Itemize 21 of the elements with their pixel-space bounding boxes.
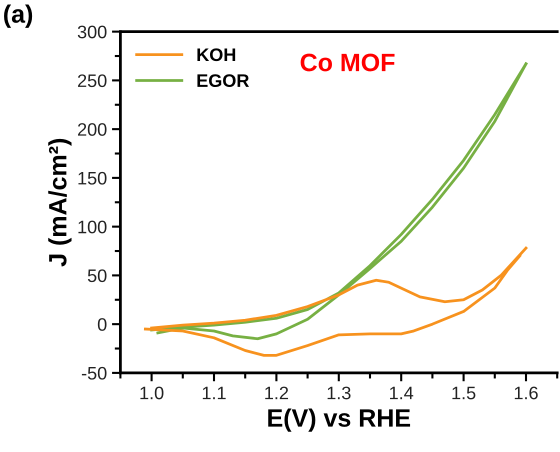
- y-axis-title: J (mA/cm²): [48, 138, 72, 266]
- x-tick-label: 1.5: [452, 386, 476, 400]
- x-axis-title: E(V) vs RHE: [268, 408, 410, 432]
- legend-label: KOH: [197, 48, 236, 62]
- x-tick-label: 1.4: [390, 386, 414, 400]
- y-tick-label: 300: [78, 26, 106, 38]
- y-tick-label: 200: [78, 123, 106, 136]
- x-tick-label: 1.2: [265, 386, 288, 400]
- x-tick-label: 1.3: [328, 386, 351, 400]
- y-tick-label: 50: [88, 269, 106, 282]
- text: Co MOF: [300, 54, 395, 72]
- legend-label: EGOR: [197, 74, 250, 88]
- text: (a): [4, 4, 32, 28]
- x-tick-label: 1.1: [202, 386, 226, 400]
- y-tick-label: 0: [98, 318, 106, 331]
- x-tick-label: 1.6: [514, 386, 538, 400]
- y-tick-label: 150: [78, 172, 106, 185]
- x-tick-label: 1.0: [140, 386, 164, 400]
- y-tick-label: 100: [78, 220, 106, 234]
- y-tick-label: -50: [82, 366, 106, 380]
- y-tick-label: 250: [78, 74, 106, 88]
